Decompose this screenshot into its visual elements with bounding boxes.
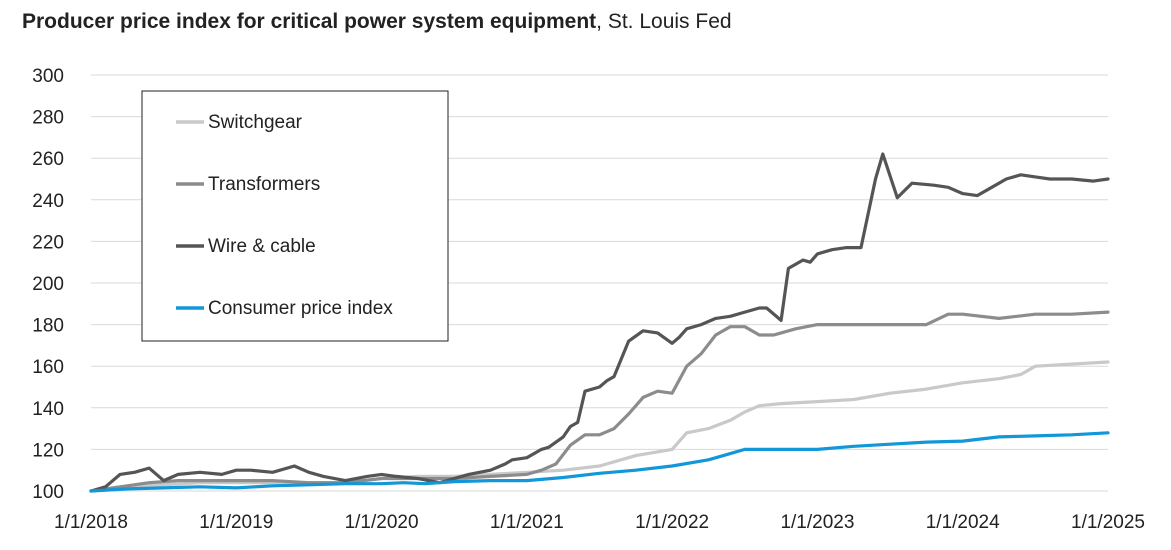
y-tick-label: 180 [32,316,64,337]
y-tick-label: 140 [32,399,64,420]
x-tick-label: 1/1/2023 [780,512,854,533]
legend-label: Switchgear [208,112,303,133]
legend-label: Transformers [208,174,320,195]
legend-label: Consumer price index [208,298,393,319]
legend: Switchgear Transformers Wire & cable Consum… [141,90,449,342]
chart-title-main: Producer price index for critical power … [22,10,597,33]
x-tick-label: 1/1/2022 [635,512,709,533]
chart-title-source: , St. Louis Fed [596,10,732,33]
x-tick-label: 1/1/2018 [54,512,128,533]
x-tick-label: 1/1/2025 [1071,512,1145,533]
series-line-consumer-price-index [89,431,1110,493]
series-line-transformers [89,310,1110,493]
y-tick-label: 160 [32,357,64,378]
x-tick-label: 1/1/2020 [345,512,419,533]
y-tick-label: 220 [32,232,64,253]
legend-label: Wire & cable [208,236,316,257]
chart-title: Producer price index for critical power … [22,10,732,34]
y-tick-label: 120 [32,440,64,461]
y-tick-label: 200 [32,274,64,295]
x-tick-label: 1/1/2019 [199,512,273,533]
y-axis: 100 120 140 160 180 200 220 240 260 280 300 [32,66,64,503]
y-tick-label: 260 [32,149,64,170]
y-tick-label: 240 [32,191,64,212]
x-tick-label: 1/1/2024 [926,512,1000,533]
y-tick-label: 100 [32,482,64,503]
y-tick-label: 300 [32,66,64,87]
y-tick-label: 280 [32,108,64,129]
series-lines [89,152,1110,493]
x-axis: 1/1/2018 1/1/2019 1/1/2020 1/1/2021 1/1/2022… [54,512,1145,533]
x-tick-label: 1/1/2021 [490,512,564,533]
series-line-wire-cable [89,152,1110,493]
legend-box [141,90,449,342]
